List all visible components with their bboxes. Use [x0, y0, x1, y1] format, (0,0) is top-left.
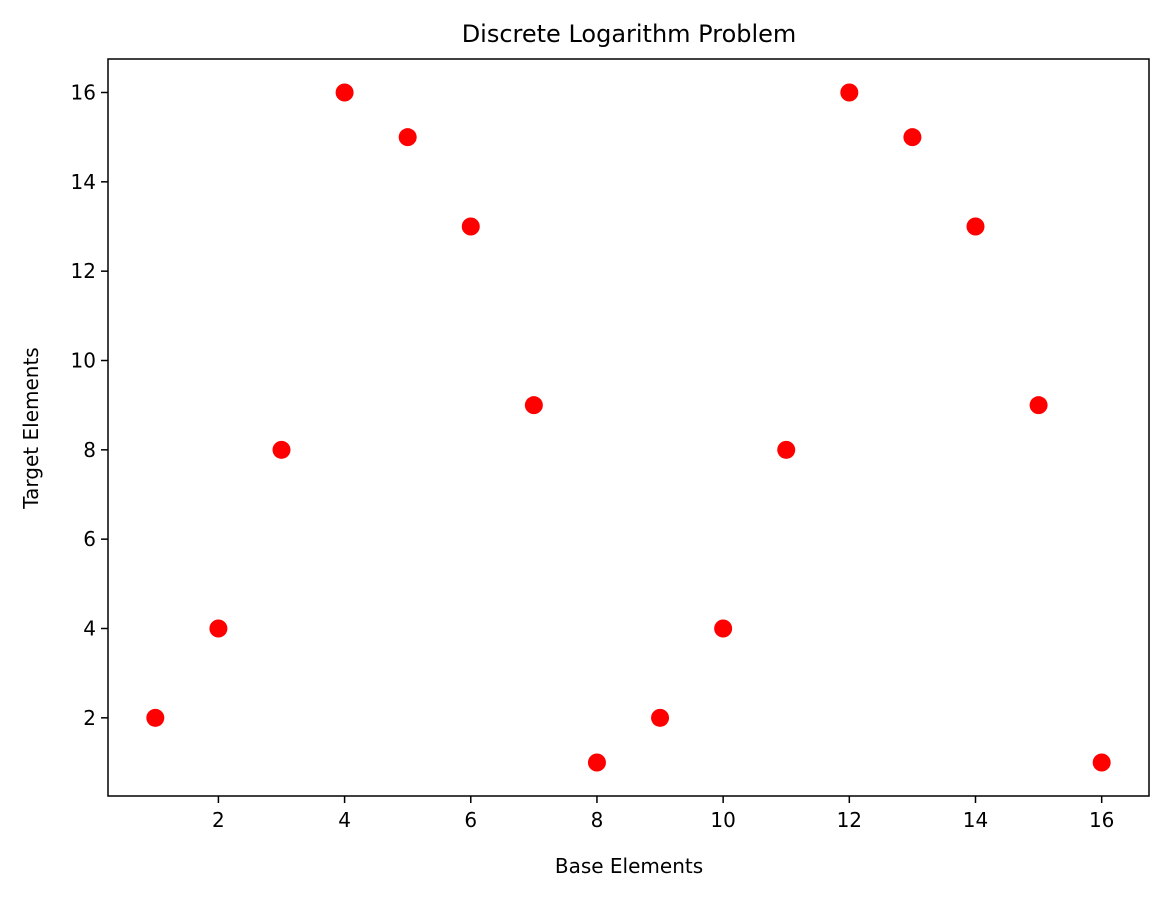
x-tick-label: 16 [1089, 808, 1114, 832]
x-tick-label: 8 [591, 808, 604, 832]
data-point [903, 128, 922, 147]
x-tick-label: 2 [212, 808, 225, 832]
data-point [272, 440, 291, 459]
x-tick-label: 12 [837, 808, 862, 832]
plot-area [146, 83, 1111, 772]
data-point [777, 440, 796, 459]
y-tick-label: 16 [71, 81, 96, 105]
data-point [587, 753, 606, 772]
data-point [714, 619, 733, 638]
data-point [335, 83, 354, 102]
x-axis: 2 4 6 8 10 12 14 16 [212, 796, 1114, 832]
y-tick-label: 10 [71, 349, 96, 373]
plot-frame [107, 58, 1150, 797]
data-point [146, 708, 165, 727]
data-point [461, 217, 480, 236]
x-tick-label: 6 [464, 808, 477, 832]
x-tick-label: 4 [338, 808, 351, 832]
data-point [1029, 396, 1048, 415]
y-tick-label: 8 [83, 438, 96, 462]
data-point [1092, 753, 1111, 772]
data-point [966, 217, 985, 236]
data-point [209, 619, 228, 638]
data-point [840, 83, 859, 102]
x-tick-label: 14 [963, 808, 988, 832]
y-tick-label: 12 [71, 259, 96, 283]
y-axis: 2 4 6 8 10 12 14 16 [71, 81, 108, 730]
y-tick-label: 4 [83, 617, 96, 641]
data-point [398, 128, 417, 147]
y-tick-label: 6 [83, 527, 96, 551]
x-axis-label: Base Elements [555, 854, 703, 878]
y-tick-label: 2 [83, 706, 96, 730]
x-tick-label: 10 [710, 808, 735, 832]
data-point [651, 708, 670, 727]
y-tick-label: 14 [71, 170, 96, 194]
data-point [524, 396, 543, 415]
chart-title: Discrete Logarithm Problem [462, 20, 797, 48]
y-axis-label: Target Elements [19, 347, 43, 509]
